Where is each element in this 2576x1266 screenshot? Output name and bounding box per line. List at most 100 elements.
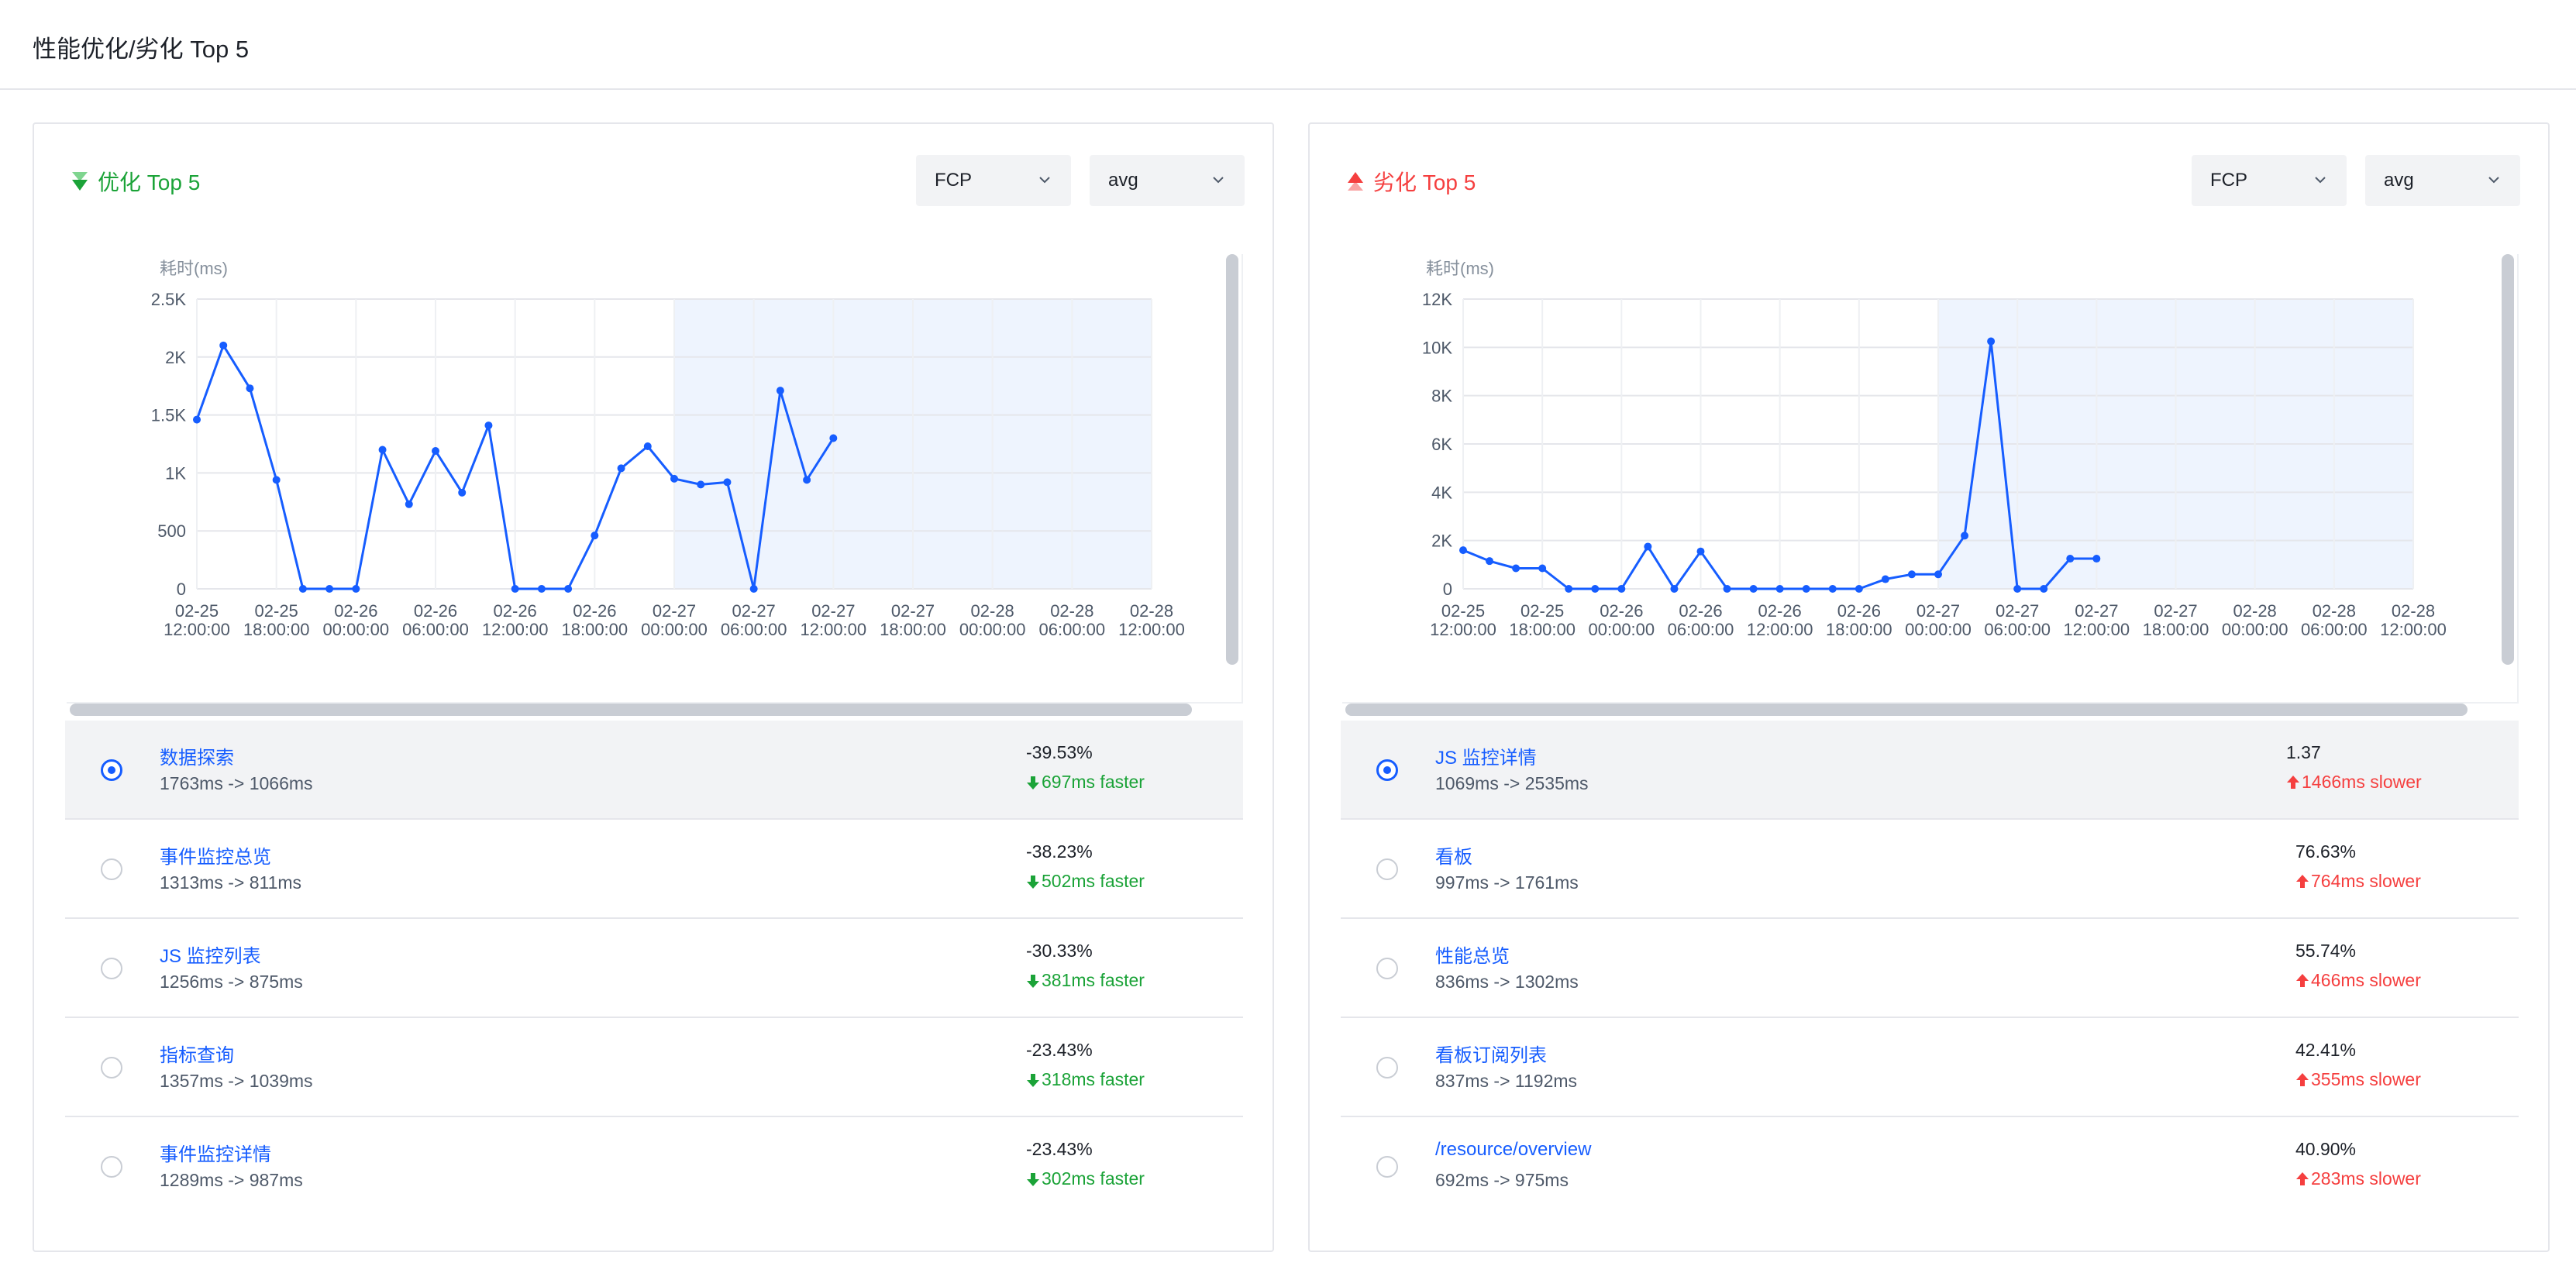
y-tick-label: 2K bbox=[1431, 532, 1452, 551]
data-point bbox=[1565, 585, 1573, 593]
data-point bbox=[591, 532, 599, 540]
data-point bbox=[193, 415, 201, 424]
horizontal-scrollbar[interactable] bbox=[70, 704, 1192, 716]
data-point bbox=[723, 478, 732, 487]
item-range: 1069ms -> 2535ms bbox=[1435, 773, 1589, 793]
vertical-scrollbar[interactable] bbox=[2502, 254, 2514, 665]
item-percent: 55.74% bbox=[2295, 941, 2357, 961]
data-point bbox=[484, 421, 493, 430]
item-name[interactable]: /resource/overview bbox=[1435, 1139, 1592, 1160]
data-point bbox=[1512, 564, 1520, 573]
data-point bbox=[2013, 585, 2022, 593]
item-range: 836ms -> 1302ms bbox=[1435, 972, 1579, 992]
radio-button[interactable] bbox=[101, 1156, 122, 1178]
data-point bbox=[1828, 585, 1837, 593]
radio-button[interactable] bbox=[101, 1057, 122, 1079]
improve-panel-header: 优化 Top 5 bbox=[67, 166, 200, 197]
data-point bbox=[352, 585, 360, 593]
y-tick-label: 6K bbox=[1431, 435, 1452, 454]
x-tick-label: 18:00:00 bbox=[2143, 620, 2209, 639]
x-tick-label: 02-26 bbox=[1758, 601, 1802, 621]
list-item[interactable]: 看板订阅列表 837ms -> 1192ms 42.41% 355ms slow… bbox=[1341, 1018, 2519, 1117]
radio-button[interactable] bbox=[101, 858, 122, 880]
x-tick-label: 18:00:00 bbox=[1826, 620, 1892, 639]
item-name[interactable]: 性能总览 bbox=[1435, 946, 1510, 967]
x-tick-label: 02-26 bbox=[1679, 601, 1722, 621]
item-name[interactable]: 看板 bbox=[1435, 847, 1472, 868]
page-title: 性能优化/劣化 Top 5 bbox=[33, 36, 250, 63]
radio-button[interactable] bbox=[101, 759, 122, 781]
data-point bbox=[670, 474, 678, 483]
stat-select[interactable]: avg bbox=[2365, 155, 2520, 206]
data-point bbox=[776, 387, 784, 395]
page-header: 性能优化/劣化 Top 5 bbox=[0, 0, 2576, 90]
data-point bbox=[1907, 570, 1916, 579]
radio-button[interactable] bbox=[1376, 1156, 1398, 1178]
item-range: 997ms -> 1761ms bbox=[1435, 872, 1579, 893]
x-tick-label: 00:00:00 bbox=[959, 620, 1026, 639]
x-tick-label: 02-27 bbox=[1996, 601, 2039, 621]
item-delta: 283ms slower bbox=[2295, 1168, 2421, 1189]
list-item[interactable]: 指标查询 1357ms -> 1039ms -23.43% 318ms fast… bbox=[65, 1018, 1243, 1117]
data-point bbox=[1486, 557, 1494, 566]
item-delta-text: 502ms faster bbox=[1042, 871, 1145, 891]
radio-button[interactable] bbox=[101, 958, 122, 979]
line-chart: 05001K1.5K2K2.5K02-2512:00:0002-2518:00:… bbox=[151, 259, 1185, 639]
x-tick-label: 02-28 bbox=[2313, 601, 2356, 621]
horizontal-scrollbar[interactable] bbox=[1345, 704, 2468, 716]
list-item[interactable]: 事件监控详情 1289ms -> 987ms -23.43% 302ms fas… bbox=[65, 1117, 1243, 1216]
data-point bbox=[1881, 575, 1889, 583]
degrade-panel-header: 劣化 Top 5 bbox=[1342, 166, 1476, 197]
x-tick-label: 00:00:00 bbox=[641, 620, 708, 639]
list-item[interactable]: 数据探索 1763ms -> 1066ms -39.53% 697ms fast… bbox=[65, 721, 1243, 820]
data-point bbox=[511, 585, 519, 593]
item-name[interactable]: 事件监控详情 bbox=[160, 1144, 271, 1165]
radio-button[interactable] bbox=[1376, 958, 1398, 979]
x-tick-label: 02-25 bbox=[1441, 601, 1485, 621]
degrade-chart: 0 2K 4K 6K 8K 10K 12K 02-25 12:00:00 02-25 18:00:0… bbox=[1342, 254, 2519, 704]
x-tick-label: 02-27 bbox=[653, 601, 696, 621]
metric-select[interactable]: FCP bbox=[916, 155, 1071, 206]
arrow-down-icon bbox=[1027, 1172, 1039, 1186]
stat-select[interactable]: avg bbox=[1090, 155, 1245, 206]
list-item[interactable]: JS 监控详情 1069ms -> 2535ms 1.37 1466ms slo… bbox=[1341, 721, 2519, 820]
list-item[interactable]: JS 监控列表 1256ms -> 875ms -30.33% 381ms fa… bbox=[65, 919, 1243, 1018]
data-point bbox=[1987, 337, 1996, 346]
vertical-scrollbar[interactable] bbox=[1226, 254, 1238, 665]
list-item[interactable]: 性能总览 836ms -> 1302ms 55.74% 466ms slower bbox=[1341, 919, 2519, 1018]
item-percent: -23.43% bbox=[1026, 1139, 1093, 1159]
item-delta-text: 381ms faster bbox=[1042, 970, 1145, 990]
radio-button[interactable] bbox=[1376, 759, 1398, 781]
data-point bbox=[458, 488, 467, 497]
radio-button[interactable] bbox=[1376, 1057, 1398, 1079]
item-percent: 42.41% bbox=[2295, 1040, 2357, 1060]
item-name[interactable]: 数据探索 bbox=[160, 748, 234, 769]
list-item[interactable]: 事件监控总览 1313ms -> 811ms -38.23% 502ms fas… bbox=[65, 820, 1243, 919]
list-item[interactable]: /resource/overview 692ms -> 975ms 40.90%… bbox=[1341, 1117, 2519, 1216]
item-delta-text: 764ms slower bbox=[2311, 871, 2421, 891]
data-point bbox=[1644, 542, 1652, 551]
data-point bbox=[643, 442, 652, 450]
line-chart: 02K4K6K8K10K12K02-2512:00:0002-2518:00:0… bbox=[1422, 259, 2447, 639]
item-name[interactable]: JS 监控列表 bbox=[160, 946, 261, 967]
item-name[interactable]: 事件监控总览 bbox=[160, 847, 271, 868]
data-point bbox=[537, 585, 546, 593]
radio-button[interactable] bbox=[1376, 858, 1398, 880]
list-item[interactable]: 看板 997ms -> 1761ms 76.63% 764ms slower bbox=[1341, 820, 2519, 919]
arrow-down-icon bbox=[1027, 875, 1039, 889]
x-tick-label: 02-25 bbox=[255, 601, 298, 621]
arrow-up-icon bbox=[2287, 775, 2299, 789]
item-name[interactable]: 看板订阅列表 bbox=[1435, 1045, 1547, 1066]
data-point bbox=[1617, 585, 1626, 593]
x-tick-label: 02-26 bbox=[1600, 601, 1643, 621]
x-tick-label: 12:00:00 bbox=[482, 620, 549, 639]
x-tick-label: 00:00:00 bbox=[2222, 620, 2288, 639]
item-name[interactable]: JS 监控详情 bbox=[1435, 748, 1537, 769]
metric-select[interactable]: FCP bbox=[2192, 155, 2347, 206]
data-point bbox=[564, 585, 573, 593]
item-percent: 76.63% bbox=[2295, 841, 2357, 862]
x-tick-label: 02-26 bbox=[334, 601, 377, 621]
x-tick-label: 02-27 bbox=[2154, 601, 2197, 621]
y-tick-label: 2K bbox=[165, 348, 186, 367]
item-name[interactable]: 指标查询 bbox=[160, 1045, 234, 1066]
